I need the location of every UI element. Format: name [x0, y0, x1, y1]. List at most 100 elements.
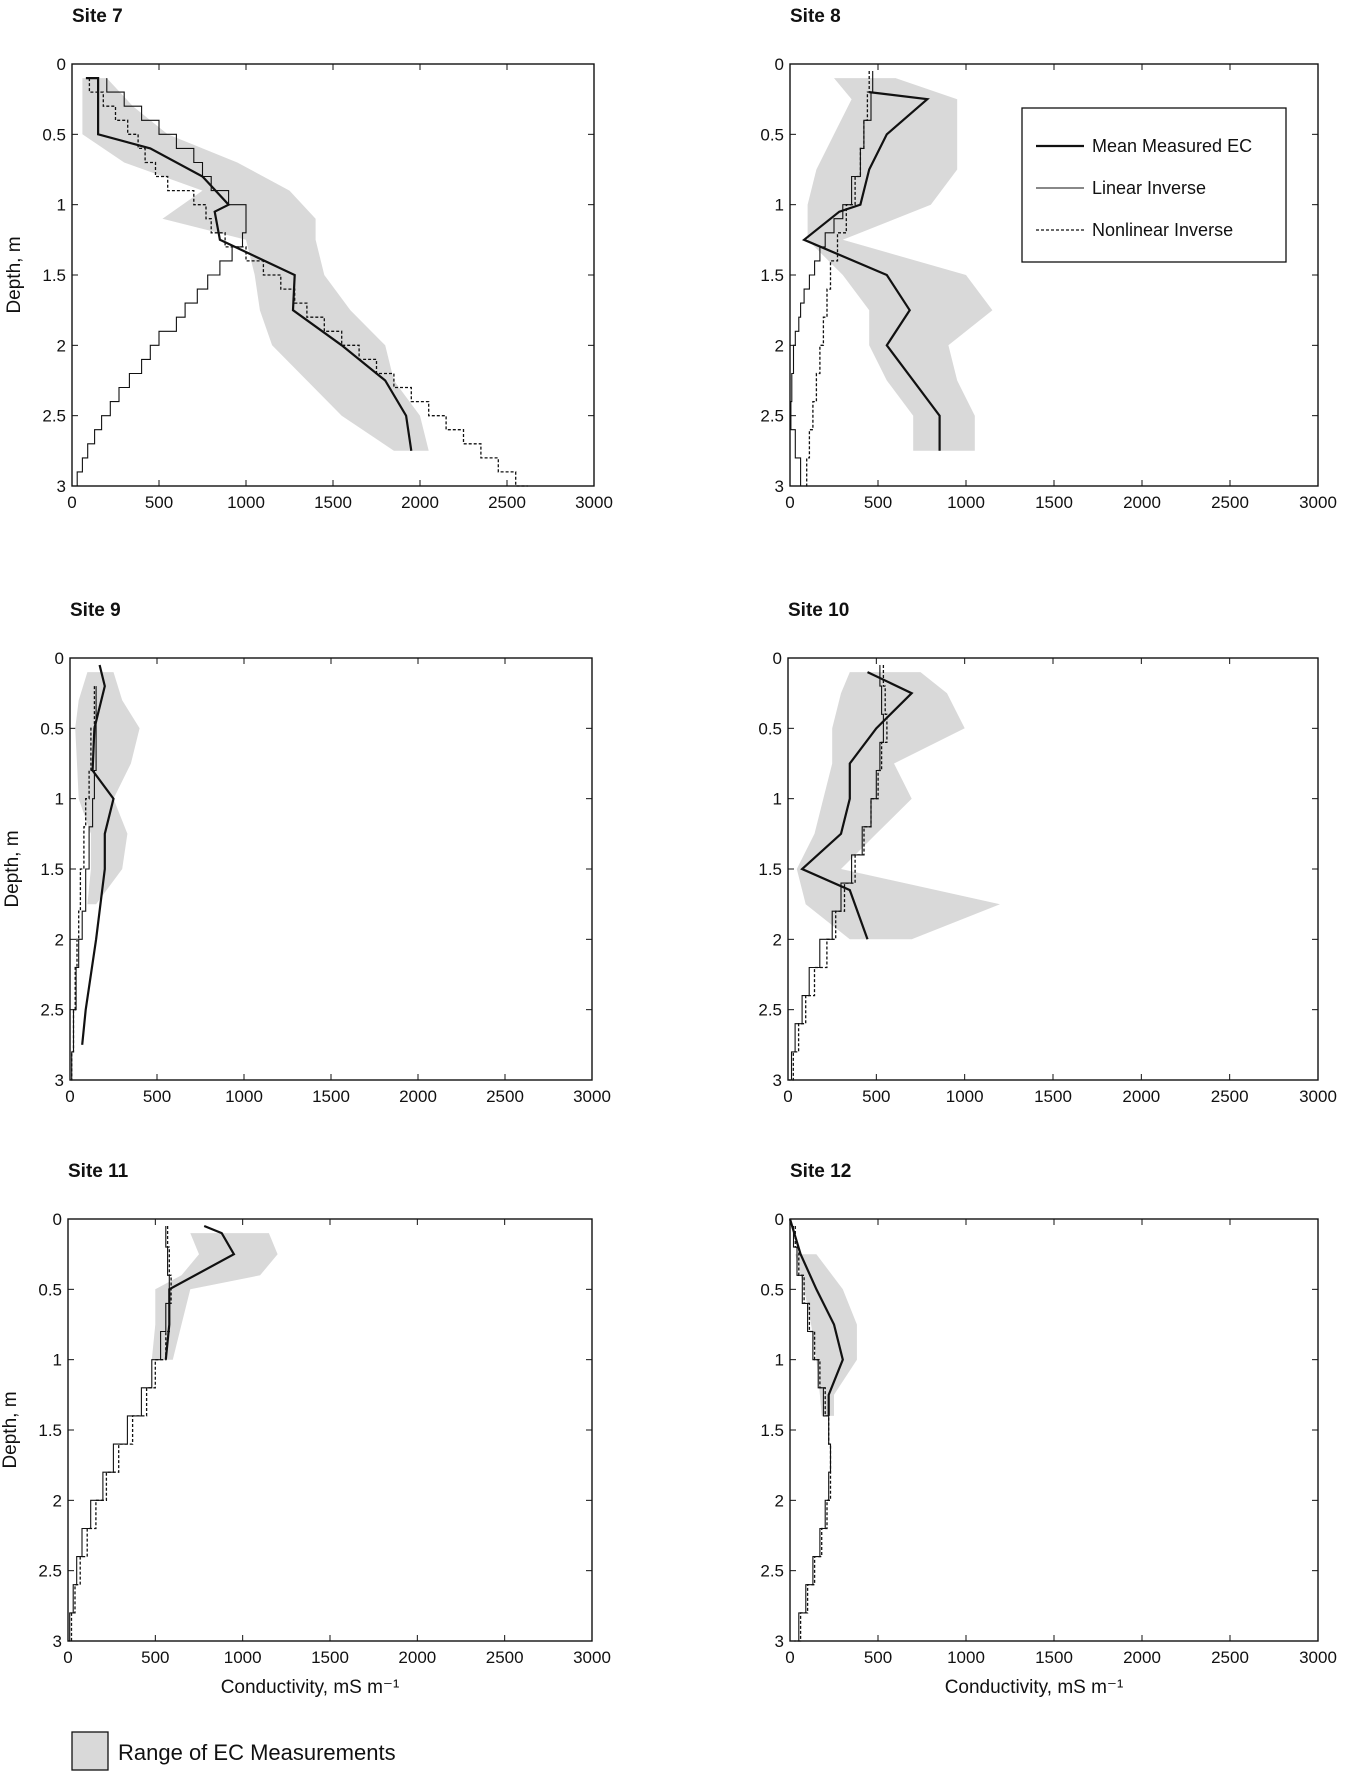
plot-frame [67, 1218, 593, 1642]
legend-label-linear: Linear Inverse [1092, 178, 1206, 198]
y-tick-label: 0 [775, 1210, 784, 1229]
y-tick-label: 1.5 [38, 1421, 62, 1440]
x-tick-label: 500 [141, 1648, 169, 1667]
panel-title: Site 11 [68, 1161, 129, 1182]
y-tick-label: 2.5 [42, 407, 66, 426]
y-tick-label: 1.5 [760, 266, 784, 285]
x-tick-label: 3000 [1299, 1648, 1337, 1667]
legend-box [1021, 107, 1287, 263]
series-nonlinear [88, 78, 528, 487]
range-band [75, 672, 140, 905]
x-tick-label: 0 [785, 493, 794, 512]
y-tick-label: 1.5 [42, 266, 66, 285]
y-tick-label: 2 [775, 1491, 784, 1510]
y-tick-label: 2.5 [40, 1001, 64, 1020]
plot-frame [69, 657, 593, 1081]
y-tick-label: 0 [55, 649, 64, 668]
x-tick-label: 2000 [401, 493, 439, 512]
range-legend-label: Range of EC Measurements [118, 1740, 396, 1765]
y-tick-label: 3 [775, 1632, 784, 1651]
y-tick-label: 1 [775, 196, 784, 215]
panel-title: Site 7 [72, 6, 123, 27]
range-band [151, 1233, 278, 1360]
series-nonlinear [788, 665, 888, 1081]
panel-title: Site 9 [70, 600, 121, 621]
chart-panel-site-9: Site 9 0 500 1000 1500 2000 2500 3000 0 0.5 1 1.5 2 2… [2, 600, 611, 1106]
x-tick-label: 3000 [573, 1648, 611, 1667]
x-axis-label: Conductivity, mS m⁻¹ [945, 1677, 1124, 1698]
x-tick-label: 1500 [314, 493, 352, 512]
x-tick-label: 1000 [225, 1087, 263, 1106]
x-tick-label: 2500 [486, 1648, 524, 1667]
x-tick-label: 2500 [488, 493, 526, 512]
x-tick-label: 1000 [947, 1648, 985, 1667]
y-tick-label: 0.5 [38, 1280, 62, 1299]
x-tick-label: 1500 [1035, 1648, 1073, 1667]
series-linear [68, 1226, 170, 1642]
y-tick-label: 2 [773, 930, 782, 949]
x-tick-label: 2500 [1211, 493, 1249, 512]
x-tick-label: 1000 [224, 1648, 262, 1667]
y-tick-label: 1 [775, 1351, 784, 1370]
x-tick-label: 1500 [1035, 493, 1073, 512]
series-nonlinear [68, 1226, 172, 1642]
legend: Mean Measured EC Linear Inverse Nonlinear … [1021, 107, 1287, 263]
x-tick-label: 0 [65, 1087, 74, 1106]
y-tick-label: 0 [53, 1210, 62, 1229]
x-tick-label: 2500 [1211, 1648, 1249, 1667]
y-tick-label: 1.5 [760, 1421, 784, 1440]
x-tick-label: 0 [63, 1648, 72, 1667]
y-tick-label: 0 [775, 55, 784, 74]
y-tick-label: 2.5 [758, 1001, 782, 1020]
x-tick-label: 2500 [486, 1087, 524, 1106]
y-tick-label: 1 [55, 790, 64, 809]
y-tick-label: 0.5 [760, 125, 784, 144]
x-tick-label: 500 [864, 493, 892, 512]
range-band [807, 78, 993, 451]
y-tick-label: 0.5 [40, 719, 64, 738]
y-tick-label: 2 [55, 930, 64, 949]
y-tick-label: 1 [53, 1351, 62, 1370]
x-axis-label: Conductivity, mS m⁻¹ [221, 1677, 400, 1698]
y-tick-label: 1 [773, 790, 782, 809]
legend-label-nonlinear: Nonlinear Inverse [1092, 220, 1233, 240]
y-axis-label: Depth, m [4, 236, 25, 313]
series-nonlinear [794, 1226, 832, 1642]
range-band [82, 78, 429, 451]
panel-title: Site 8 [790, 6, 841, 27]
y-tick-label: 0.5 [42, 125, 66, 144]
x-tick-label: 1500 [311, 1648, 349, 1667]
x-tick-label: 1500 [312, 1087, 350, 1106]
series-mean [85, 76, 413, 451]
plot-frame [789, 1218, 1319, 1642]
range-legend: Range of EC Measurements [71, 1731, 396, 1771]
x-tick-label: 1500 [1034, 1087, 1072, 1106]
y-axis-label: Depth, m [2, 830, 23, 907]
y-tick-label: 0 [57, 55, 66, 74]
x-tick-label: 1000 [227, 493, 265, 512]
series-mean [788, 1218, 844, 1416]
x-tick-label: 2000 [398, 1648, 436, 1667]
panel-title: Site 12 [790, 1161, 851, 1182]
x-tick-label: 3000 [1299, 1087, 1337, 1106]
y-tick-label: 2.5 [760, 407, 784, 426]
x-tick-label: 0 [783, 1087, 792, 1106]
y-tick-label: 2 [57, 336, 66, 355]
range-legend-swatch [71, 1731, 109, 1771]
legend-label-mean: Mean Measured EC [1092, 136, 1252, 156]
x-tick-label: 0 [67, 493, 76, 512]
y-axis-label: Depth, m [0, 1391, 21, 1468]
y-tick-label: 3 [57, 477, 66, 496]
x-tick-label: 3000 [1299, 493, 1337, 512]
series-linear [790, 71, 874, 487]
chart-panel-site-10: Site 10 0 500 1000 1500 2000 2500 3000 0 0.5 1 1.5 2… [758, 600, 1337, 1106]
x-tick-label: 2500 [1211, 1087, 1249, 1106]
range-band [796, 672, 1000, 940]
y-tick-label: 3 [775, 477, 784, 496]
x-tick-label: 2000 [1122, 1087, 1160, 1106]
x-tick-label: 0 [785, 1648, 794, 1667]
y-tick-label: 2.5 [760, 1562, 784, 1581]
series-nonlinear [804, 71, 870, 487]
x-tick-label: 2000 [1123, 1648, 1161, 1667]
